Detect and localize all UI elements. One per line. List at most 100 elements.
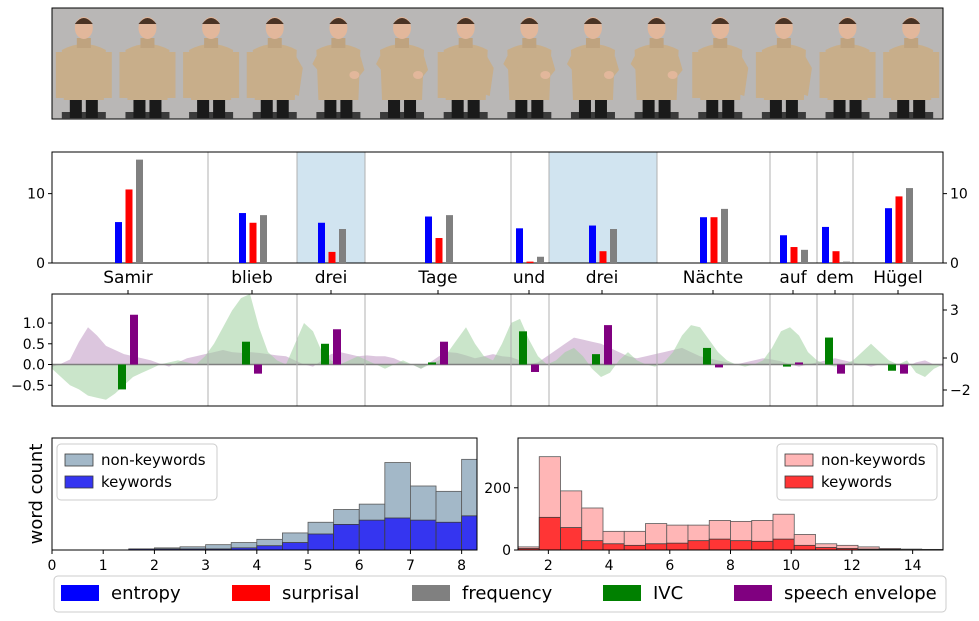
y-tick-label: 3 [950, 303, 959, 319]
x-tick-label: 1 [99, 558, 108, 574]
legend-swatch [785, 454, 813, 466]
legend-label: speech envelope [784, 583, 937, 604]
hand [349, 71, 359, 79]
ivc-bar [428, 362, 436, 364]
floor-shadow [635, 112, 679, 119]
x-tick-label: 8 [726, 558, 735, 574]
floor-shadow [507, 112, 551, 119]
frequency-bar [260, 215, 267, 263]
video-frame-strip [52, 8, 943, 119]
entropy-bar [589, 226, 596, 263]
frequency-bar [537, 257, 544, 263]
word-label: dem [816, 268, 854, 288]
surprisal-bar [600, 251, 607, 263]
hist-bar-keywords [773, 539, 794, 550]
legend-swatch [785, 476, 813, 488]
ivc-bar [825, 338, 833, 365]
y-tick-label: 0.5 [23, 337, 45, 353]
hist-bar-keywords [624, 545, 645, 550]
word-label: auf [779, 268, 807, 288]
sweater [62, 44, 106, 100]
ivc-bar [783, 365, 791, 367]
keyword-highlight [297, 152, 365, 263]
sweater [698, 44, 742, 100]
frequency-bar [339, 229, 346, 263]
arm [167, 52, 175, 98]
collar [650, 38, 664, 48]
collar [777, 38, 791, 48]
hist-bar-keywords [582, 541, 603, 550]
y-tick-label: −0.5 [11, 378, 45, 394]
floor-shadow [380, 112, 424, 119]
x-tick-label: 12 [843, 558, 861, 574]
frequency-bar [610, 229, 617, 263]
entropy-bar [780, 235, 787, 263]
floor-shadow [253, 112, 297, 119]
legend-swatch [65, 476, 93, 488]
word-label: Nächte [683, 268, 743, 288]
frequency-bar [136, 160, 143, 263]
word-label: drei [586, 268, 619, 288]
hist-bar-keywords [603, 544, 624, 550]
floor-shadow [316, 112, 360, 119]
hist-bar-keywords [308, 534, 334, 550]
hist-bar-keywords [646, 544, 667, 550]
legend-label: frequency [462, 583, 553, 604]
hist-bar-keywords [359, 520, 385, 550]
surprisal-bar [250, 223, 257, 263]
speech-envelope-bar [440, 342, 448, 365]
legend-label: surprisal [282, 583, 359, 604]
signal-areas [52, 294, 943, 400]
hist-bar-keywords [794, 545, 815, 550]
hist-bar-keywords [731, 541, 752, 550]
arm [56, 52, 64, 98]
hand [604, 71, 614, 79]
surprisal-bar [896, 196, 903, 263]
hist-bar-keywords [709, 539, 730, 550]
collar [586, 38, 600, 48]
surprisal-bar [329, 252, 336, 263]
frequency-bar [446, 215, 453, 263]
surprisal-bar [527, 262, 534, 263]
floor-shadow [189, 112, 233, 119]
hist-bar-keywords [688, 541, 709, 550]
speech-envelope-bar [333, 329, 341, 364]
ivc-bar [703, 348, 711, 365]
arm [756, 52, 764, 98]
arm [231, 52, 239, 98]
ivc-bar [888, 365, 896, 371]
ivc-area [52, 294, 943, 400]
hist-bar-keywords [334, 524, 360, 550]
x-tick-label: 8 [457, 558, 466, 574]
collar [459, 38, 473, 48]
collar [77, 38, 91, 48]
legend-label: non-keywords [821, 451, 926, 469]
floor-shadow [125, 112, 169, 119]
hist-bar-keywords [561, 528, 582, 550]
frequency-bar [801, 250, 808, 263]
speech-envelope-bar [715, 365, 723, 368]
y-tick-label: 200 [484, 481, 511, 497]
legend-swatch [61, 585, 99, 601]
floor-shadow [571, 112, 615, 119]
collar [522, 38, 536, 48]
entropy-bar [318, 223, 325, 263]
x-tick-label: 5 [304, 558, 313, 574]
word-label: und [513, 268, 545, 288]
legend-swatch [65, 454, 93, 466]
ivc-bar [592, 354, 600, 364]
surprisal-bar [436, 238, 443, 263]
floor-shadow [889, 112, 933, 119]
entropy-bar [115, 222, 122, 263]
x-tick-label: 2 [150, 558, 159, 574]
y-tick-label: 0 [36, 256, 45, 272]
x-tick-label: 3 [201, 558, 210, 574]
hand [413, 71, 423, 79]
speech-envelope-bar [900, 365, 908, 374]
legend-label: keywords [821, 473, 892, 491]
y-tick-label: 10 [950, 187, 968, 203]
frequency-bar [721, 209, 728, 263]
